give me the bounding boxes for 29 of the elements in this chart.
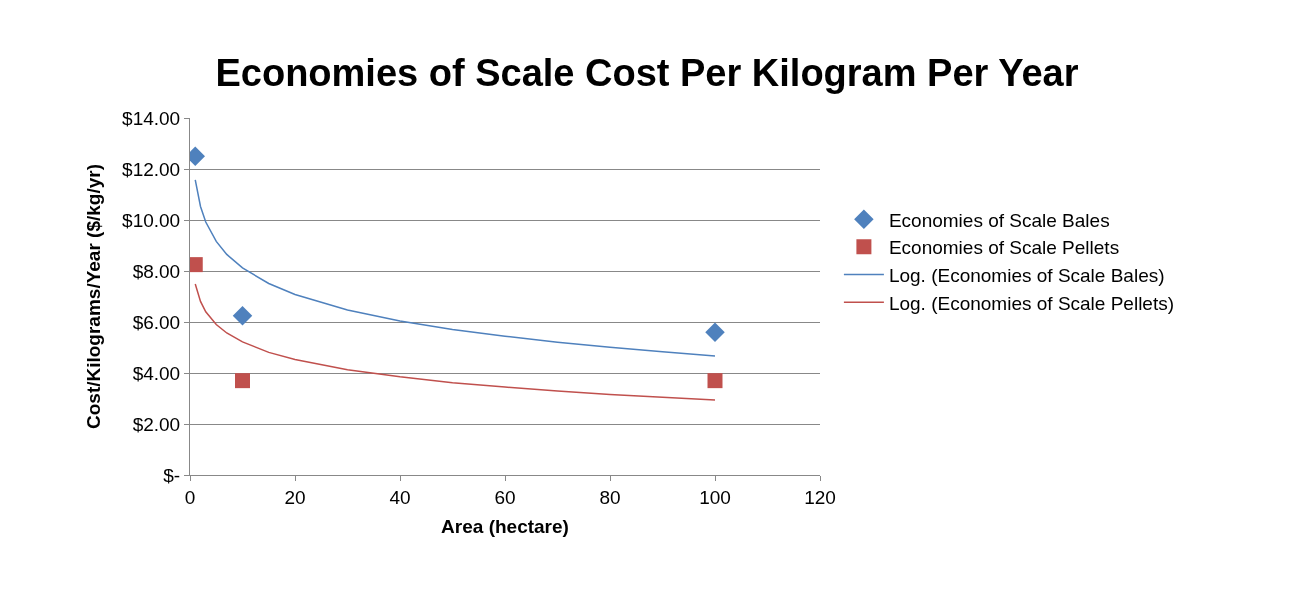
line-series [194, 179, 716, 357]
y-tick-label: $4.00 [132, 362, 181, 384]
legend-label: Log. (Economies of Scale Bales) [888, 264, 1165, 286]
y-axis-title: Cost/Kilograms/Year ($/kg/yr) [82, 163, 104, 430]
x-tick-label: 0 [184, 486, 196, 508]
y-tick-label: $- [163, 464, 181, 486]
point [707, 373, 723, 389]
y-tick-label: $2.00 [132, 413, 181, 435]
x-tick-label: 80 [599, 486, 621, 508]
y-tick-label: $6.00 [132, 311, 181, 333]
line-series [194, 283, 716, 401]
legend-label: Economies of Scale Pellets [888, 237, 1120, 259]
x-axis-title: Area (hectare) [441, 515, 569, 537]
x-tick-label: 100 [699, 486, 731, 508]
x-tick-label: 20 [284, 486, 306, 508]
y-tick-label: $8.00 [132, 260, 181, 282]
y-tick-label: $10.00 [122, 209, 181, 231]
x-tick-label: 40 [389, 486, 411, 508]
chart-title: Economies of Scale Cost Per Kilogram Per Year [215, 51, 1079, 94]
y-tick-label: $14.00 [122, 107, 181, 129]
point [232, 305, 253, 326]
x-tick-label: 60 [494, 486, 516, 508]
legend-label: Log. (Economies of Scale Pellets) [888, 292, 1175, 314]
point [705, 322, 725, 342]
point [190, 257, 203, 273]
y-tick-label: $12.00 [122, 158, 181, 180]
legend-label: Economies of Scale Bales [888, 209, 1110, 231]
point [235, 373, 250, 389]
x-tick-label: 120 [804, 486, 836, 508]
